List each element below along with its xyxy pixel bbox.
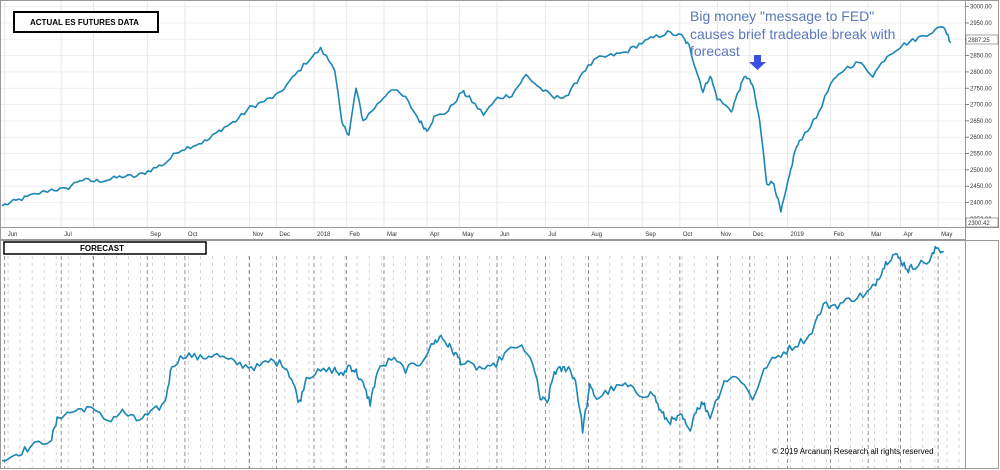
price-tick-label: 2450.00 xyxy=(970,184,992,190)
month-axis-strip xyxy=(0,227,966,240)
price-tick-label: 2550.00 xyxy=(970,152,992,158)
forecast-chart-title: FORECAST xyxy=(80,244,124,253)
actual-title-box xyxy=(13,11,159,33)
price-tick-label: 2650.00 xyxy=(970,119,992,125)
month-tick-label: Apr xyxy=(430,232,439,238)
month-tick-label: May xyxy=(941,232,952,238)
actual-chart-title: ACTUAL ES FUTURES DATA xyxy=(30,18,139,27)
actual-gridlines xyxy=(1,2,965,227)
annotation-line-3: forecast xyxy=(690,43,740,59)
month-tick-label: Mar xyxy=(387,232,397,238)
price-axis-labels: 3000.002950.002900.002850.002800.002750.… xyxy=(965,5,992,223)
price-tick-label: 2400.00 xyxy=(970,201,992,207)
forecast-title-box xyxy=(3,241,207,255)
down-arrow-icon xyxy=(749,55,766,70)
month-tick-label: May xyxy=(462,232,473,238)
month-tick-label: 2018 xyxy=(317,232,331,238)
month-tick-label: Jul xyxy=(64,232,72,238)
month-tick-label: Nov xyxy=(721,232,732,238)
price-tick-label: 2850.00 xyxy=(970,54,992,60)
actual-y-axis-frame xyxy=(965,0,999,228)
month-tick-label: Aug xyxy=(591,232,602,238)
month-tick-labels: Jun Jul Sep Oct Nov Dec 2018 Feb Mar Apr May Jun Jul… xyxy=(8,232,953,238)
month-tick-label: Feb xyxy=(834,232,845,238)
month-tick-label: Dec xyxy=(279,232,290,238)
month-tick-label: Oct xyxy=(188,232,198,238)
forecast-line xyxy=(1,245,944,462)
last-price-label: 2887.25 xyxy=(968,38,990,44)
month-tick-label: Apr xyxy=(903,232,912,238)
annotation-line-1: Big money "message to FED" xyxy=(690,8,874,24)
price-tick-label: 2750.00 xyxy=(970,86,992,92)
month-tick-label: Mar xyxy=(871,232,881,238)
price-tick-label: 2800.00 xyxy=(970,70,992,76)
month-tick-label: Sep xyxy=(645,232,656,238)
month-tick-label: Feb xyxy=(349,232,360,238)
min-price-label: 2300.42 xyxy=(968,221,990,227)
month-tick-label: Jun xyxy=(8,232,18,238)
copyright-text: © 2019 Arcanum Research all rights reser… xyxy=(772,447,934,456)
forecast-y-axis-frame xyxy=(965,240,999,469)
month-tick-label: Sep xyxy=(150,232,161,238)
min-price-box xyxy=(965,217,999,228)
price-tick-label: 2500.00 xyxy=(970,168,992,174)
actual-es-futures-line xyxy=(1,26,952,213)
annotation-line-2: causes brief tradeable break with xyxy=(690,26,895,42)
month-tick-label: Nov xyxy=(252,232,263,238)
month-tick-label: Jul xyxy=(548,232,556,238)
price-tick-label: 3000.00 xyxy=(970,5,992,11)
forecast-gridlines xyxy=(4,256,960,468)
month-tick-label: Jun xyxy=(500,232,510,238)
price-tick-label: 2950.00 xyxy=(970,21,992,27)
price-tick-label: 2700.00 xyxy=(970,103,992,109)
month-tick-label: Oct xyxy=(683,232,693,238)
price-tick-label: 2600.00 xyxy=(970,135,992,141)
month-tick-label: 2019 xyxy=(790,232,804,238)
month-tick-label: Dec xyxy=(753,232,764,238)
forecast-panel-frame xyxy=(0,240,966,469)
last-price-box xyxy=(965,34,999,45)
